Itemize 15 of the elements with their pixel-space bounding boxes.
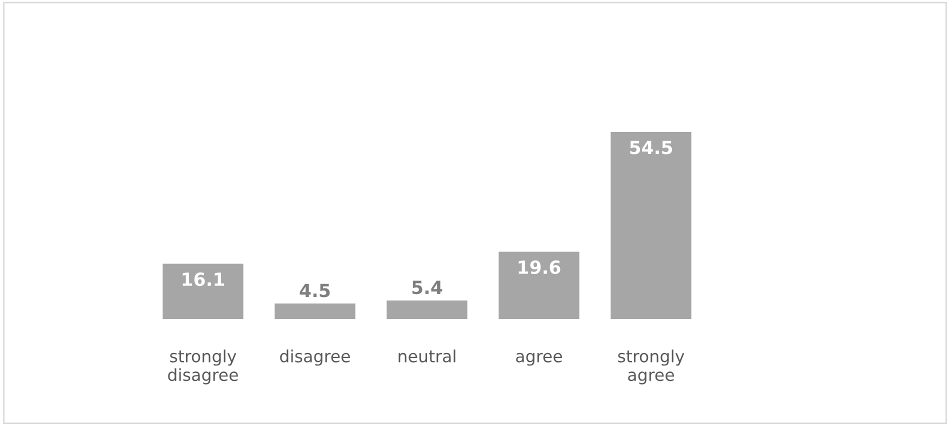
data-label: 16.1 — [182, 272, 224, 286]
data-label: 54.5 — [630, 140, 672, 154]
x-tick-label: agree — [516, 352, 562, 366]
data-label: 5.4 — [412, 280, 442, 294]
bar — [386, 300, 468, 319]
data-label: 19.6 — [518, 260, 560, 274]
x-tick-label: strongly disagree — [168, 350, 238, 384]
bar — [274, 304, 356, 319]
x-tick-label: disagree — [280, 350, 350, 366]
bar — [610, 132, 692, 319]
data-label: 4.5 — [300, 284, 330, 298]
bar — [498, 252, 580, 319]
x-tick-label: neutral — [398, 350, 456, 362]
bar — [162, 264, 244, 319]
x-tick-label: strongly agree — [618, 350, 684, 384]
